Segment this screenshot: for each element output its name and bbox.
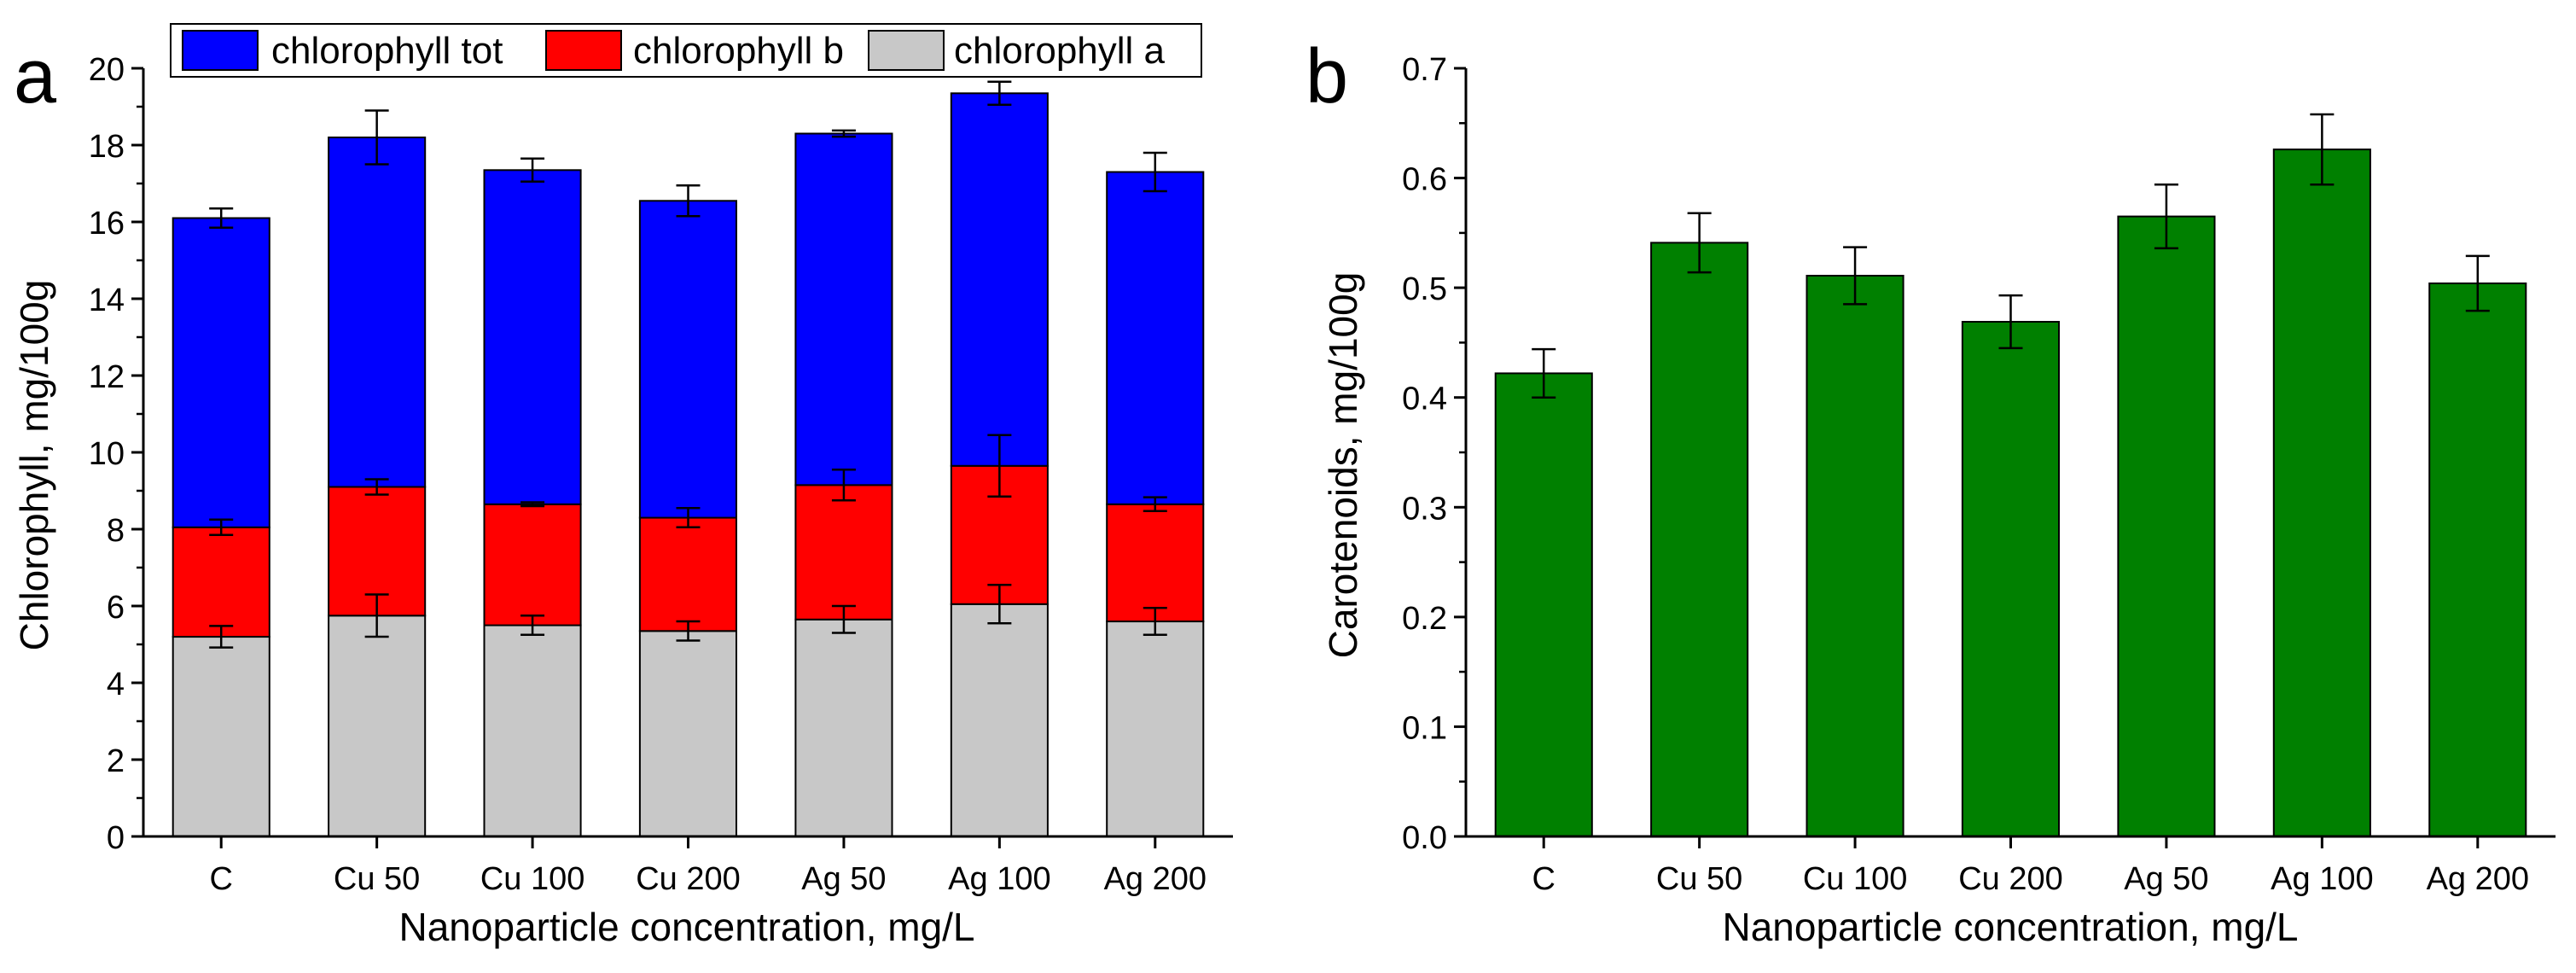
bar-chlorophyll-b-ag-100 bbox=[950, 464, 1049, 605]
legend-swatch-chlorophyll-tot bbox=[182, 30, 259, 71]
y-tick-label: 8 bbox=[107, 513, 125, 549]
panel-a-label: a bbox=[14, 34, 57, 119]
y-tick-label: 12 bbox=[89, 359, 125, 395]
bar-chlorophyll-b-ag-50 bbox=[794, 484, 893, 621]
panel-b-error-bars bbox=[1532, 113, 2490, 399]
y-tick-label: 0.7 bbox=[1402, 52, 1447, 88]
bar-carotenoids-cu-50 bbox=[1650, 242, 1749, 837]
bar-carotenoids-ag-50 bbox=[2117, 215, 2216, 838]
y-tick-label: 0.0 bbox=[1402, 820, 1447, 856]
bar-chlorophyll-a-ag-50 bbox=[794, 618, 893, 838]
x-tick-label: Cu 200 bbox=[1958, 861, 2063, 897]
y-tick-label: 0.4 bbox=[1402, 382, 1447, 417]
panel-b-bars bbox=[1494, 149, 2527, 838]
bar-carotenoids-ag-200 bbox=[2428, 283, 2527, 837]
legend-label-chlorophyll-a: chlorophyll a bbox=[954, 30, 1166, 72]
y-tick-label: 14 bbox=[89, 283, 125, 318]
x-tick-label: Cu 100 bbox=[1803, 861, 1908, 897]
panel-b-label: b bbox=[1305, 34, 1348, 119]
legend-label-chlorophyll-tot: chlorophyll tot bbox=[271, 30, 503, 72]
panel-a-legend: chlorophyll tot chlorophyll b chlorophyl… bbox=[170, 23, 1202, 78]
bar-chlorophyll-a-c bbox=[172, 636, 270, 837]
x-tick-label: C bbox=[209, 861, 232, 897]
bar-carotenoids-c bbox=[1494, 372, 1593, 837]
bar-carotenoids-cu-200 bbox=[1961, 321, 2060, 837]
y-tick-label: 4 bbox=[107, 667, 125, 702]
bar-carotenoids-ag-100 bbox=[2272, 149, 2371, 838]
y-tick-label: 6 bbox=[107, 590, 125, 626]
bar-carotenoids-cu-100 bbox=[1806, 275, 1904, 837]
y-tick-label: 0.5 bbox=[1402, 271, 1447, 307]
bar-chlorophyll-b-ag-200 bbox=[1106, 503, 1205, 623]
bar-chlorophyll-b-c bbox=[172, 526, 270, 638]
legend-swatch-chlorophyll-b bbox=[545, 30, 622, 71]
bar-chlorophyll-a-ag-100 bbox=[950, 603, 1049, 838]
bar-chlorophyll-b-cu-200 bbox=[638, 516, 738, 632]
panel-a-axes: 0 2 4 6 8 10 12 14 16 18 20 C Cu 50 Cu 100 Cu 200 Ag 50… bbox=[89, 52, 1233, 897]
legend-label-chlorophyll-b: chlorophyll b bbox=[633, 30, 844, 72]
bar-chlorophyll-tot-cu-200 bbox=[638, 200, 738, 519]
legend-frame bbox=[170, 23, 1202, 78]
x-tick-label: Ag 100 bbox=[2271, 861, 2373, 897]
y-tick-label: 2 bbox=[107, 743, 125, 779]
x-tick-label: Ag 50 bbox=[2124, 861, 2208, 897]
legend-swatch-chlorophyll-a bbox=[868, 30, 945, 71]
bar-chlorophyll-tot-cu-50 bbox=[328, 137, 427, 488]
x-tick-label: Cu 200 bbox=[636, 861, 741, 897]
y-tick-label: 0 bbox=[107, 820, 125, 856]
bar-chlorophyll-a-cu-50 bbox=[328, 615, 427, 838]
y-tick-label: 0.2 bbox=[1402, 601, 1447, 637]
panel-a-bars bbox=[172, 92, 1205, 838]
y-tick-label: 16 bbox=[89, 206, 125, 242]
bar-chlorophyll-a-cu-200 bbox=[638, 630, 738, 838]
y-tick-label: 0.3 bbox=[1402, 491, 1447, 527]
panel-a-x-axis-label: Nanoparticle concentration, mg/L bbox=[398, 905, 974, 949]
bar-chlorophyll-tot-ag-50 bbox=[794, 132, 893, 486]
bar-chlorophyll-a-ag-200 bbox=[1106, 621, 1205, 837]
x-tick-label: Ag 200 bbox=[2427, 861, 2529, 897]
y-tick-label: 20 bbox=[89, 52, 125, 88]
x-tick-label: Cu 100 bbox=[480, 861, 585, 897]
x-tick-label: C bbox=[1532, 861, 1555, 897]
panel-a: a 0 2 4 6 8 10 12 14 16 18 20 C Cu 50 Cu 100 Cu 200 Ag … bbox=[12, 23, 1233, 949]
panel-b-axes: 0.0 0.1 0.2 0.3 0.4 0.5 0.6 0.7 C Cu 50 Cu 100 Cu 2… bbox=[1402, 52, 2556, 897]
x-tick-label: Ag 200 bbox=[1104, 861, 1207, 897]
y-tick-label: 18 bbox=[89, 129, 125, 165]
x-tick-label: Cu 50 bbox=[1656, 861, 1742, 897]
y-tick-label: 0.1 bbox=[1402, 710, 1447, 746]
x-tick-label: Cu 50 bbox=[334, 861, 420, 897]
bar-chlorophyll-a-cu-100 bbox=[483, 624, 582, 837]
x-tick-label: Ag 50 bbox=[801, 861, 886, 897]
bar-chlorophyll-tot-c bbox=[172, 217, 270, 528]
bar-chlorophyll-tot-cu-100 bbox=[483, 169, 582, 505]
panel-b-x-axis-label: Nanoparticle concentration, mg/L bbox=[1722, 905, 2298, 949]
bar-chlorophyll-tot-ag-200 bbox=[1106, 171, 1205, 505]
bar-chlorophyll-b-cu-100 bbox=[483, 503, 582, 626]
y-tick-label: 10 bbox=[89, 436, 125, 472]
panel-b: b 0.0 0.1 0.2 0.3 0.4 0.5 0.6 0.7 C Cu 50 Cu 100 Cu… bbox=[1305, 34, 2556, 949]
panel-b-y-axis-label: Carotenoids, mg/100g bbox=[1321, 272, 1365, 659]
bar-chlorophyll-tot-ag-100 bbox=[950, 92, 1049, 467]
x-tick-label: Ag 100 bbox=[948, 861, 1050, 897]
y-tick-label: 0.6 bbox=[1402, 162, 1447, 198]
panel-a-error-bars bbox=[209, 80, 1167, 649]
panel-a-y-axis-label: Chlorophyll, mg/100g bbox=[12, 280, 56, 651]
